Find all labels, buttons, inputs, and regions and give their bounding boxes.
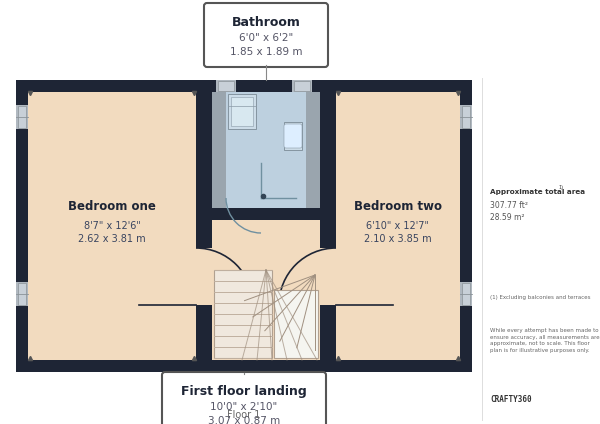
Bar: [231, 97, 253, 126]
Text: 6'10" x 12'7": 6'10" x 12'7": [367, 221, 430, 231]
Bar: [226, 92, 306, 208]
Bar: [306, 92, 320, 208]
FancyBboxPatch shape: [284, 124, 302, 148]
Text: 2.10 x 3.85 m: 2.10 x 3.85 m: [364, 234, 432, 244]
Bar: [28, 92, 196, 360]
Bar: [16, 282, 28, 306]
Bar: [16, 80, 472, 372]
Bar: [274, 290, 318, 358]
FancyBboxPatch shape: [204, 3, 328, 67]
Bar: [284, 122, 302, 150]
Text: 10'0" x 2'10": 10'0" x 2'10": [211, 402, 278, 412]
Bar: [460, 282, 472, 306]
Bar: [212, 92, 226, 208]
Text: 307.77 ft²: 307.77 ft²: [490, 201, 528, 210]
FancyBboxPatch shape: [162, 372, 326, 424]
Text: Approximate total area: Approximate total area: [490, 189, 585, 195]
Bar: [462, 283, 470, 305]
Bar: [228, 94, 256, 129]
Text: (1) Excluding balconies and terraces: (1) Excluding balconies and terraces: [490, 296, 590, 301]
Text: 1.85 x 1.89 m: 1.85 x 1.89 m: [230, 47, 302, 57]
Text: Bedroom one: Bedroom one: [68, 200, 156, 212]
Text: 2.62 x 3.81 m: 2.62 x 3.81 m: [78, 234, 146, 244]
Bar: [292, 80, 312, 92]
Bar: [294, 81, 310, 91]
Bar: [16, 105, 28, 129]
Bar: [212, 92, 320, 208]
Text: 8'7" x 12'6": 8'7" x 12'6": [83, 221, 140, 231]
Bar: [218, 81, 234, 91]
Bar: [462, 106, 470, 128]
Text: While every attempt has been made to
ensure accuracy, all measurements are
appro: While every attempt has been made to ens…: [490, 328, 599, 353]
Bar: [18, 283, 26, 305]
Text: First floor landing: First floor landing: [181, 385, 307, 398]
Text: 6'0" x 6'2": 6'0" x 6'2": [239, 33, 293, 43]
Bar: [214, 270, 272, 358]
Text: Floor 1: Floor 1: [227, 410, 260, 420]
Text: 3.07 x 0.87 m: 3.07 x 0.87 m: [208, 416, 280, 424]
Bar: [196, 248, 212, 305]
Bar: [18, 106, 26, 128]
Text: Bathroom: Bathroom: [232, 16, 301, 28]
Bar: [212, 220, 320, 360]
Bar: [336, 92, 460, 360]
Bar: [320, 248, 336, 305]
Text: 28.59 m²: 28.59 m²: [490, 214, 524, 223]
Bar: [216, 80, 236, 92]
Text: Bedroom two: Bedroom two: [354, 200, 442, 212]
Text: 1): 1): [558, 186, 563, 190]
Text: CRAFTY360: CRAFTY360: [490, 396, 532, 404]
Bar: [460, 105, 472, 129]
